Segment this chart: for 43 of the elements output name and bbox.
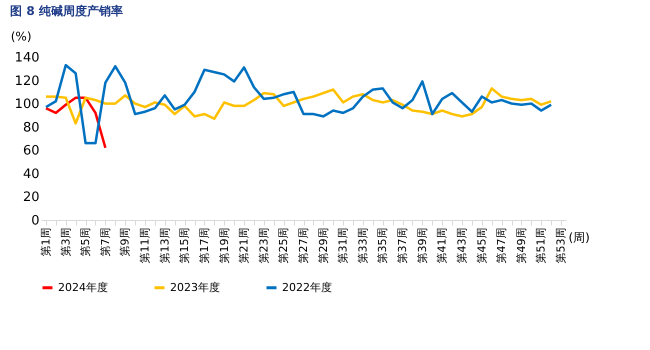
y-tick-label: 100 xyxy=(14,97,40,112)
x-tick-label: 第43周 xyxy=(455,228,468,264)
line-series xyxy=(44,87,552,125)
x-tick-label: 第1周 xyxy=(39,228,52,256)
x-tick-label: 第7周 xyxy=(98,228,112,256)
y-axis-title: (%) xyxy=(10,30,32,44)
y-tick-label: 20 xyxy=(22,190,40,206)
x-tick-label: 第47周 xyxy=(495,228,508,264)
legend-label: 2022年度 xyxy=(282,280,332,294)
x-tick-label: 第41周 xyxy=(436,228,449,264)
x-tick-label: 第23周 xyxy=(257,228,270,264)
legend-label: 2024年度 xyxy=(58,280,108,294)
y-tick-label: 80 xyxy=(22,120,40,136)
x-tick-label: 第5周 xyxy=(79,228,92,256)
x-axis-title: (周) xyxy=(568,230,590,244)
x-tick-label: 第49周 xyxy=(514,228,528,264)
x-tick-label: 第35周 xyxy=(376,228,390,264)
y-tick-label: 40 xyxy=(22,166,40,182)
y-tick-label: 0 xyxy=(31,214,40,228)
x-tick-label: 第21周 xyxy=(238,228,251,264)
x-tick-label: 第53周 xyxy=(554,228,568,264)
x-tick-label: 第9周 xyxy=(118,228,132,256)
legend-label: 2023年度 xyxy=(170,280,220,294)
x-tick-label: 第3周 xyxy=(59,228,72,256)
x-tick-label: 第39周 xyxy=(416,228,429,264)
x-tick-label: 第37周 xyxy=(396,228,410,264)
x-tick-label: 第33周 xyxy=(356,228,370,264)
x-tick-label: 第15周 xyxy=(178,228,192,264)
line-series xyxy=(44,64,552,144)
x-tick-label: 第11周 xyxy=(138,228,152,264)
x-tick-label: 第17周 xyxy=(198,228,211,264)
x-tick-label: 第13周 xyxy=(158,228,172,264)
x-tick-label: 第25周 xyxy=(277,228,290,264)
x-tick-label: 第19周 xyxy=(218,228,231,264)
x-tick-label: 第45周 xyxy=(475,228,488,264)
chart-title: 图 8 纯碱周度产销率 xyxy=(10,4,123,18)
y-tick-label: 60 xyxy=(22,144,40,159)
x-tick-label: 第29周 xyxy=(316,228,330,264)
x-tick-label: 第27周 xyxy=(297,228,310,264)
x-tick-label: 第51周 xyxy=(534,228,548,264)
x-tick-label: 第31周 xyxy=(336,228,350,264)
y-tick-label: 120 xyxy=(14,74,40,89)
y-tick-label: 140 xyxy=(14,50,40,66)
